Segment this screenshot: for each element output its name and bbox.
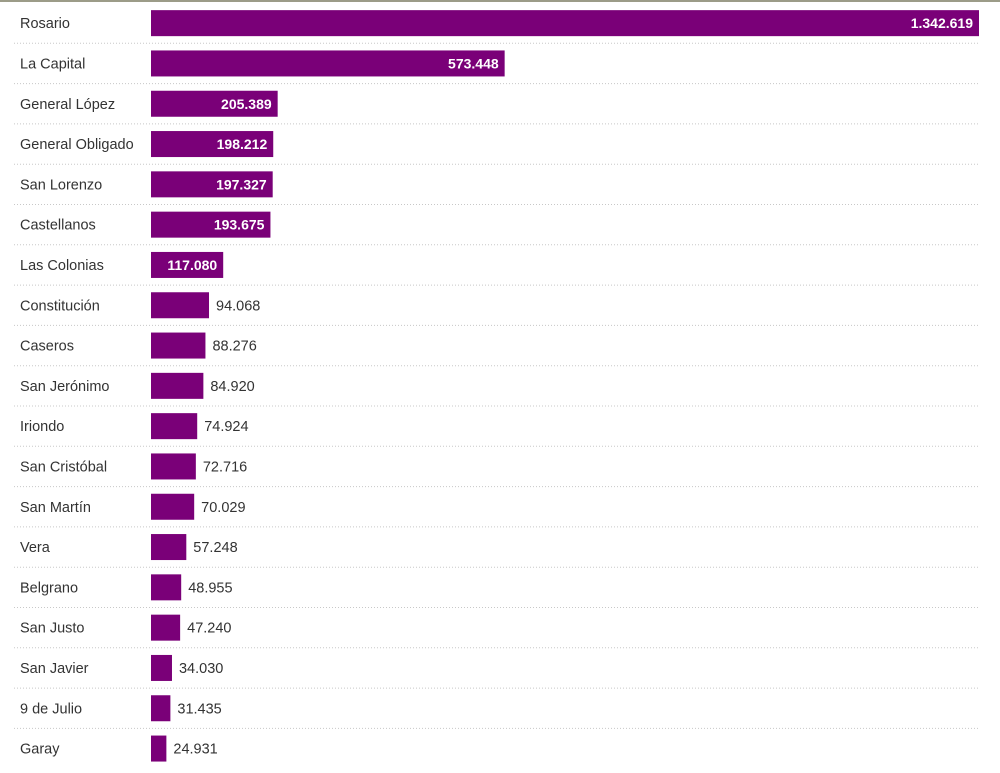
data-label: 205.389 bbox=[221, 96, 272, 112]
category-label: General López bbox=[20, 97, 115, 113]
category-label: Vera bbox=[20, 540, 51, 556]
data-label: 94.068 bbox=[216, 298, 260, 314]
data-label: 31.435 bbox=[177, 701, 221, 717]
bar bbox=[151, 131, 274, 158]
data-label: 57.248 bbox=[193, 540, 237, 556]
category-label: General Obligado bbox=[20, 137, 134, 153]
data-label: 48.955 bbox=[188, 580, 232, 596]
bar bbox=[151, 695, 171, 722]
category-label: Iriondo bbox=[20, 419, 64, 435]
data-label: 117.080 bbox=[167, 257, 217, 273]
category-label: San Lorenzo bbox=[20, 177, 102, 193]
category-label: Rosario bbox=[20, 16, 70, 32]
category-label: San Cristóbal bbox=[20, 459, 107, 475]
data-label: 573.448 bbox=[448, 55, 499, 71]
category-label: La Capital bbox=[20, 56, 85, 72]
category-label: Castellanos bbox=[20, 218, 96, 234]
category-label: Belgrano bbox=[20, 580, 78, 596]
top-border bbox=[0, 0, 1000, 2]
data-label: 34.030 bbox=[179, 661, 223, 677]
category-label: San Martín bbox=[20, 500, 91, 516]
bar bbox=[151, 735, 167, 762]
data-label: 1.342.619 bbox=[911, 15, 973, 31]
data-label: 74.924 bbox=[204, 419, 248, 435]
bar bbox=[151, 413, 198, 440]
category-label: Caseros bbox=[20, 339, 74, 355]
data-label: 72.716 bbox=[203, 459, 247, 475]
category-label: Las Colonias bbox=[20, 258, 104, 274]
category-label: San Justo bbox=[20, 621, 85, 637]
bar bbox=[151, 453, 196, 480]
bar bbox=[151, 614, 181, 641]
bar bbox=[151, 574, 182, 601]
bar bbox=[151, 493, 195, 520]
category-label: San Jerónimo bbox=[20, 379, 109, 395]
bar bbox=[151, 50, 505, 77]
data-label: 84.920 bbox=[210, 379, 254, 395]
category-label: 9 de Julio bbox=[20, 701, 82, 717]
data-label: 70.029 bbox=[201, 500, 245, 516]
data-label: 88.276 bbox=[212, 339, 256, 355]
bar bbox=[151, 211, 271, 238]
data-label: 197.327 bbox=[216, 176, 267, 192]
bar bbox=[151, 534, 187, 561]
category-label: Constitución bbox=[20, 298, 100, 314]
bar bbox=[151, 90, 278, 117]
bar bbox=[151, 654, 172, 681]
data-label: 198.212 bbox=[217, 136, 268, 152]
category-label: San Javier bbox=[20, 661, 89, 677]
bar bbox=[151, 10, 979, 37]
bar bbox=[151, 251, 224, 278]
bar bbox=[151, 332, 206, 359]
bar bbox=[151, 372, 204, 399]
bar bbox=[151, 292, 210, 319]
data-label: 47.240 bbox=[187, 621, 231, 637]
data-label: 193.675 bbox=[214, 217, 265, 233]
data-label: 24.931 bbox=[173, 742, 217, 758]
category-label: Garay bbox=[20, 742, 60, 758]
bar bbox=[151, 171, 273, 198]
